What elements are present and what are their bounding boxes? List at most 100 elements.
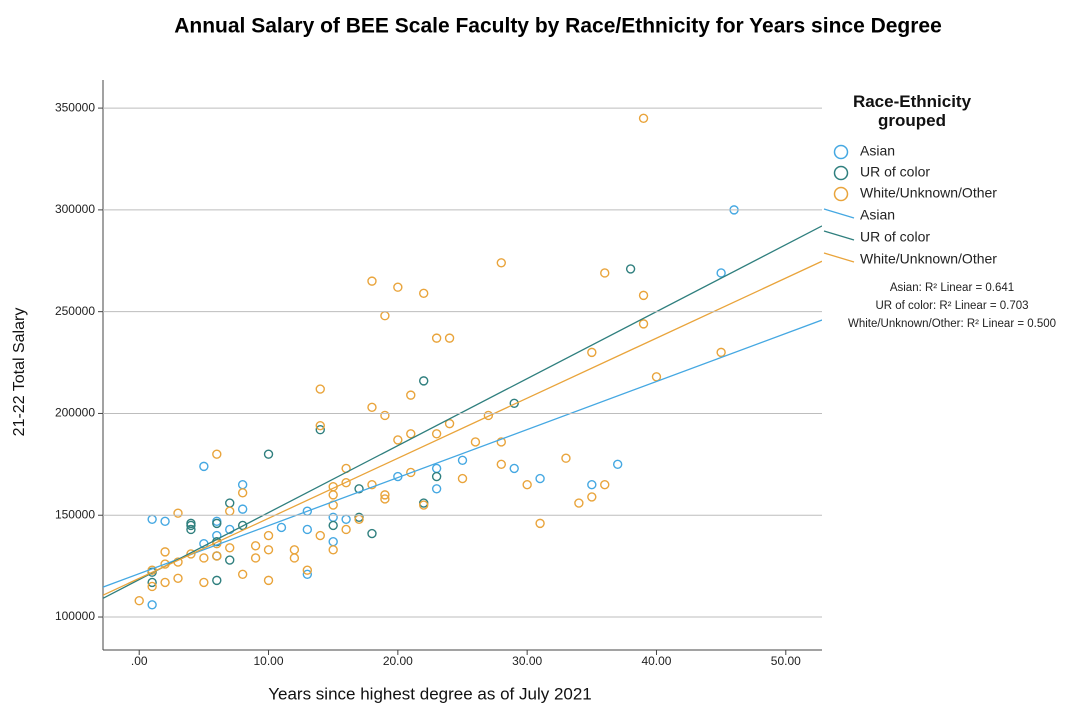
legend-marker bbox=[833, 165, 849, 181]
scatter-point bbox=[225, 543, 235, 553]
chart-title: Annual Salary of BEE Scale Faculty by Ra… bbox=[174, 15, 942, 38]
scatter-point bbox=[237, 520, 248, 531]
scatter-point bbox=[237, 504, 248, 514]
scatter-point bbox=[147, 514, 157, 525]
scatter-point bbox=[237, 480, 248, 490]
scatter-point bbox=[263, 530, 274, 541]
scatter-point bbox=[328, 512, 338, 522]
scatter-point bbox=[186, 524, 196, 535]
scatter-point bbox=[147, 581, 157, 592]
scatter-point bbox=[496, 258, 506, 268]
scatter-point bbox=[367, 276, 377, 286]
scatter-point bbox=[237, 488, 248, 498]
legend-label: UR of color bbox=[860, 164, 930, 180]
scatter-point bbox=[625, 264, 636, 274]
scatter-point bbox=[367, 402, 377, 413]
scatter-point bbox=[302, 524, 313, 535]
scatter-point bbox=[380, 494, 390, 504]
scatter-point bbox=[315, 530, 325, 541]
y-tick-label: 100000 bbox=[55, 609, 95, 623]
scatter-point bbox=[638, 113, 649, 123]
scatter-point bbox=[612, 459, 623, 470]
fit-label: Asian: R² Linear = 0.641 bbox=[890, 282, 1014, 294]
scatter-point bbox=[160, 516, 170, 527]
scatter-point bbox=[587, 347, 597, 358]
fit-line bbox=[103, 225, 822, 599]
y-tick-label: 150000 bbox=[55, 507, 95, 521]
plot-area bbox=[103, 113, 822, 610]
x-tick-label: .00 bbox=[131, 654, 148, 668]
scatter-point bbox=[328, 520, 338, 531]
x-tick-label: 30.00 bbox=[512, 654, 542, 668]
scatter-point bbox=[147, 577, 157, 588]
legend-title: Race-Ethnicity grouped bbox=[852, 92, 972, 130]
scatter-point bbox=[199, 461, 209, 472]
scatter-point bbox=[212, 551, 222, 561]
scatter-point bbox=[496, 459, 506, 470]
scatter-point bbox=[600, 268, 610, 278]
scatter-point bbox=[328, 490, 338, 500]
scatter-point bbox=[315, 425, 325, 435]
scatter-point bbox=[276, 522, 287, 533]
x-tick-label: 10.00 bbox=[254, 654, 284, 668]
scatter-point bbox=[315, 420, 325, 431]
fit-line bbox=[103, 319, 822, 588]
scatter-point bbox=[406, 467, 416, 478]
scatter-point bbox=[380, 311, 390, 321]
scatter-point bbox=[160, 547, 170, 557]
legend-label: Asian bbox=[860, 207, 895, 223]
scatter-point bbox=[509, 463, 519, 474]
x-tick-label: 50.00 bbox=[771, 654, 801, 668]
legend-label: Asian bbox=[860, 143, 895, 159]
scatter-point bbox=[289, 545, 300, 555]
scatter-point bbox=[600, 480, 610, 490]
scatter-point bbox=[587, 480, 597, 490]
scatter-point bbox=[212, 575, 222, 586]
fit-label: UR of color: R² Linear = 0.703 bbox=[875, 300, 1028, 312]
y-tick-label: 350000 bbox=[55, 100, 95, 114]
scatter-point bbox=[535, 518, 545, 529]
scatter-point bbox=[186, 518, 196, 529]
legend-line bbox=[823, 252, 855, 263]
legend-line bbox=[823, 208, 855, 219]
y-tick-label: 250000 bbox=[55, 304, 95, 318]
scatter-point bbox=[250, 541, 261, 551]
y-axis-label: 21-22 Total Salary bbox=[11, 308, 28, 437]
scatter-point bbox=[212, 518, 222, 529]
scatter-point bbox=[419, 376, 429, 386]
scatter-point bbox=[225, 506, 235, 516]
scatter-point bbox=[522, 480, 532, 490]
scatter-point bbox=[406, 429, 416, 439]
scatter-point bbox=[406, 390, 416, 400]
scatter-point bbox=[225, 498, 235, 508]
scatter-point bbox=[380, 490, 390, 500]
scatter-point bbox=[431, 463, 442, 474]
scatter-point bbox=[302, 569, 313, 579]
y-tick-label: 300000 bbox=[55, 202, 95, 216]
scatter-point bbox=[289, 553, 300, 563]
scatter-point bbox=[716, 347, 726, 358]
scatter-point bbox=[173, 508, 183, 518]
scatter-point bbox=[470, 437, 481, 447]
fit-label: White/Unknown/Other: R² Linear = 0.500 bbox=[848, 318, 1056, 330]
scatter-point bbox=[393, 435, 403, 445]
scatter-point bbox=[315, 384, 325, 394]
scatter-point bbox=[341, 477, 351, 488]
scatter-point bbox=[496, 437, 506, 447]
x-tick-label: 40.00 bbox=[641, 654, 671, 668]
scatter-point bbox=[225, 555, 235, 565]
scatter-point bbox=[483, 410, 494, 421]
scatter-point bbox=[651, 372, 662, 382]
scatter-point bbox=[160, 577, 170, 588]
scatter-point bbox=[134, 596, 144, 606]
scatter-point bbox=[237, 569, 248, 579]
scatter-point bbox=[716, 268, 726, 278]
scatter-point bbox=[431, 471, 442, 482]
scatter-point bbox=[419, 500, 429, 510]
scatter-point bbox=[263, 545, 274, 555]
scatter-point bbox=[263, 449, 274, 459]
scatter-point bbox=[199, 577, 209, 588]
scatter-point bbox=[367, 480, 377, 490]
scatter-point bbox=[587, 492, 597, 502]
